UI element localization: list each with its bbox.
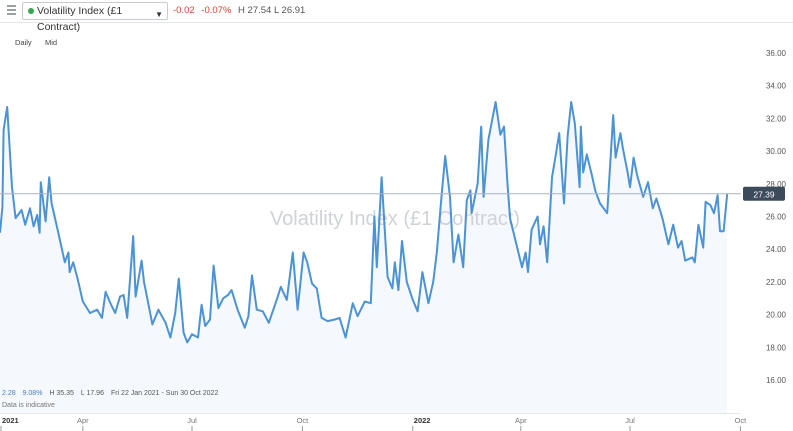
instrument-name: Volatility Index (£1 Contract) (37, 5, 123, 33)
range-change: 2.28 (2, 390, 16, 397)
price-line (0, 101, 729, 344)
chart-watermark: Volatility Index (£1 Contract) (270, 208, 520, 230)
range-change-pct: 9.08% (22, 390, 43, 397)
x-tick-label: 2022 (414, 416, 431, 425)
y-tick-label: 26.00 (766, 213, 787, 222)
x-tick-label: Oct (297, 416, 310, 425)
area-fill (0, 102, 728, 413)
y-tick-label: 20.00 (766, 311, 787, 320)
x-tick-label: 2021 (2, 416, 19, 425)
y-tick-label: 18.00 (766, 343, 787, 352)
x-tick-label: Apr (515, 416, 527, 425)
x-tick-label: Jul (187, 416, 197, 425)
y-tick-label: 16.00 (766, 376, 787, 385)
range-low: L 17.96 (80, 390, 104, 397)
y-tick-label: 28.00 (766, 180, 787, 189)
price-change-pct: -0.07% (201, 5, 232, 16)
y-tick-label: 24.00 (766, 245, 787, 254)
range-stats: 2.28 9.08% H 35.35 L 17.96 Fri 22 Jan 20… (2, 390, 223, 397)
price-change: -0.02 (173, 5, 195, 16)
x-tick-label: Oct (735, 416, 748, 425)
range-high: H 35.35 (49, 390, 74, 397)
caret-down-icon: ▼ (155, 10, 163, 19)
day-low: L 26.91 (273, 5, 306, 16)
day-high: H 27.54 (238, 5, 272, 16)
instrument-dropdown[interactable]: Volatility Index (£1 Contract) ▼ (22, 2, 168, 33)
x-tick-label: Jul (625, 416, 635, 425)
y-tick-label: 30.00 (766, 147, 787, 156)
last-price-label: 27.39 (753, 189, 775, 199)
market-status-dot (28, 8, 34, 14)
price-stats: -0.02 -0.07% H 27.54 L 26.91 (173, 5, 305, 16)
y-tick-label: 36.00 (766, 49, 787, 58)
hamburger-icon[interactable] (7, 5, 16, 15)
last-price-badge (743, 186, 785, 201)
y-tick-label: 32.00 (766, 114, 787, 123)
toolbar: Volatility Index (£1 Contract) ▼ -0.02 -… (0, 0, 793, 33)
y-tick-label: 22.00 (766, 278, 787, 287)
date-range: Fri 22 Jan 2021 - Sun 30 Oct 2022 (110, 390, 219, 397)
data-indicative-note: Data is indicative (2, 402, 55, 409)
interval-selector[interactable]: Daily (15, 38, 32, 47)
y-tick-label: 34.00 (766, 82, 787, 91)
x-tick-label: Apr (77, 416, 89, 425)
price-type-selector[interactable]: Mid (45, 38, 58, 47)
